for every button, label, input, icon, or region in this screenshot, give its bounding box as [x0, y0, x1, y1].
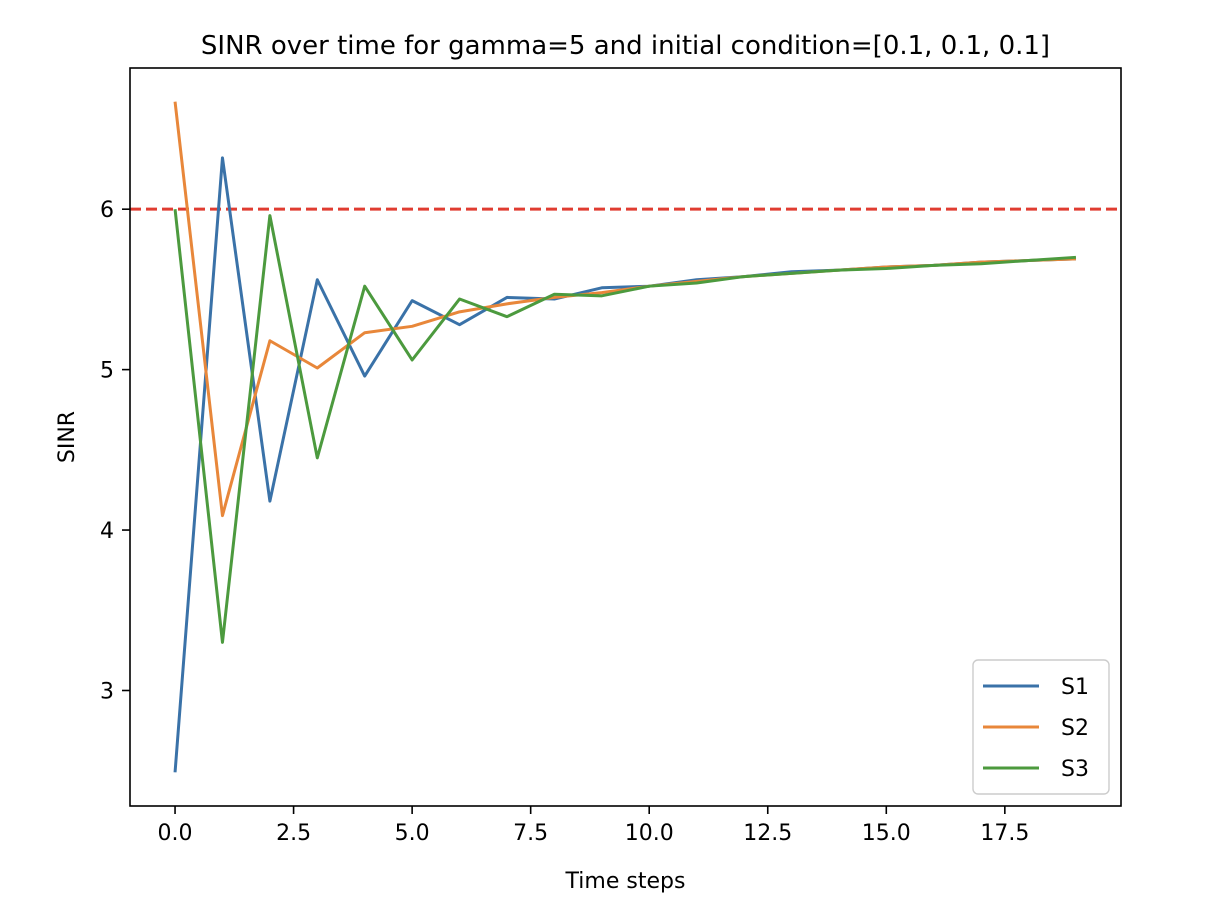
x-tick-label: 12.5: [743, 821, 792, 846]
legend-label-s3: S3: [1061, 757, 1089, 782]
legend-box: [972, 659, 1110, 795]
x-tick-label: 5.0: [395, 821, 430, 846]
plot-area-background: [130, 68, 1121, 806]
y-tick-label: 5: [100, 359, 114, 384]
chart-title: SINR over time for gamma=5 and initial c…: [201, 31, 1050, 61]
y-axis-label: SINR: [55, 411, 80, 463]
x-tick-label: 17.5: [980, 821, 1029, 846]
legend-label-s1: S1: [1061, 675, 1089, 700]
x-tick-label: 0.0: [158, 821, 193, 846]
series-layer: [173, 101, 1077, 773]
y-tick-label: 3: [100, 679, 114, 704]
legend: S1 S2 S3: [972, 659, 1110, 795]
y-tick-label: 4: [100, 519, 114, 544]
x-tick-label: 7.5: [513, 821, 548, 846]
x-tick-label: 2.5: [276, 821, 311, 846]
y-axis-ticks: 3 4 5 6: [100, 198, 130, 704]
x-axis-ticks: 0.0 2.5 5.0 7.5 10.0 12.5 15.0 17.5: [158, 806, 1029, 846]
x-tick-label: 10.0: [625, 821, 674, 846]
plot-frame: [129, 67, 1122, 807]
x-axis-label: Time steps: [565, 869, 686, 894]
series-line-s3: [173, 209, 1077, 644]
legend-label-s2: S2: [1061, 716, 1089, 741]
x-tick-label: 15.0: [862, 821, 911, 846]
y-tick-label: 6: [100, 198, 114, 223]
